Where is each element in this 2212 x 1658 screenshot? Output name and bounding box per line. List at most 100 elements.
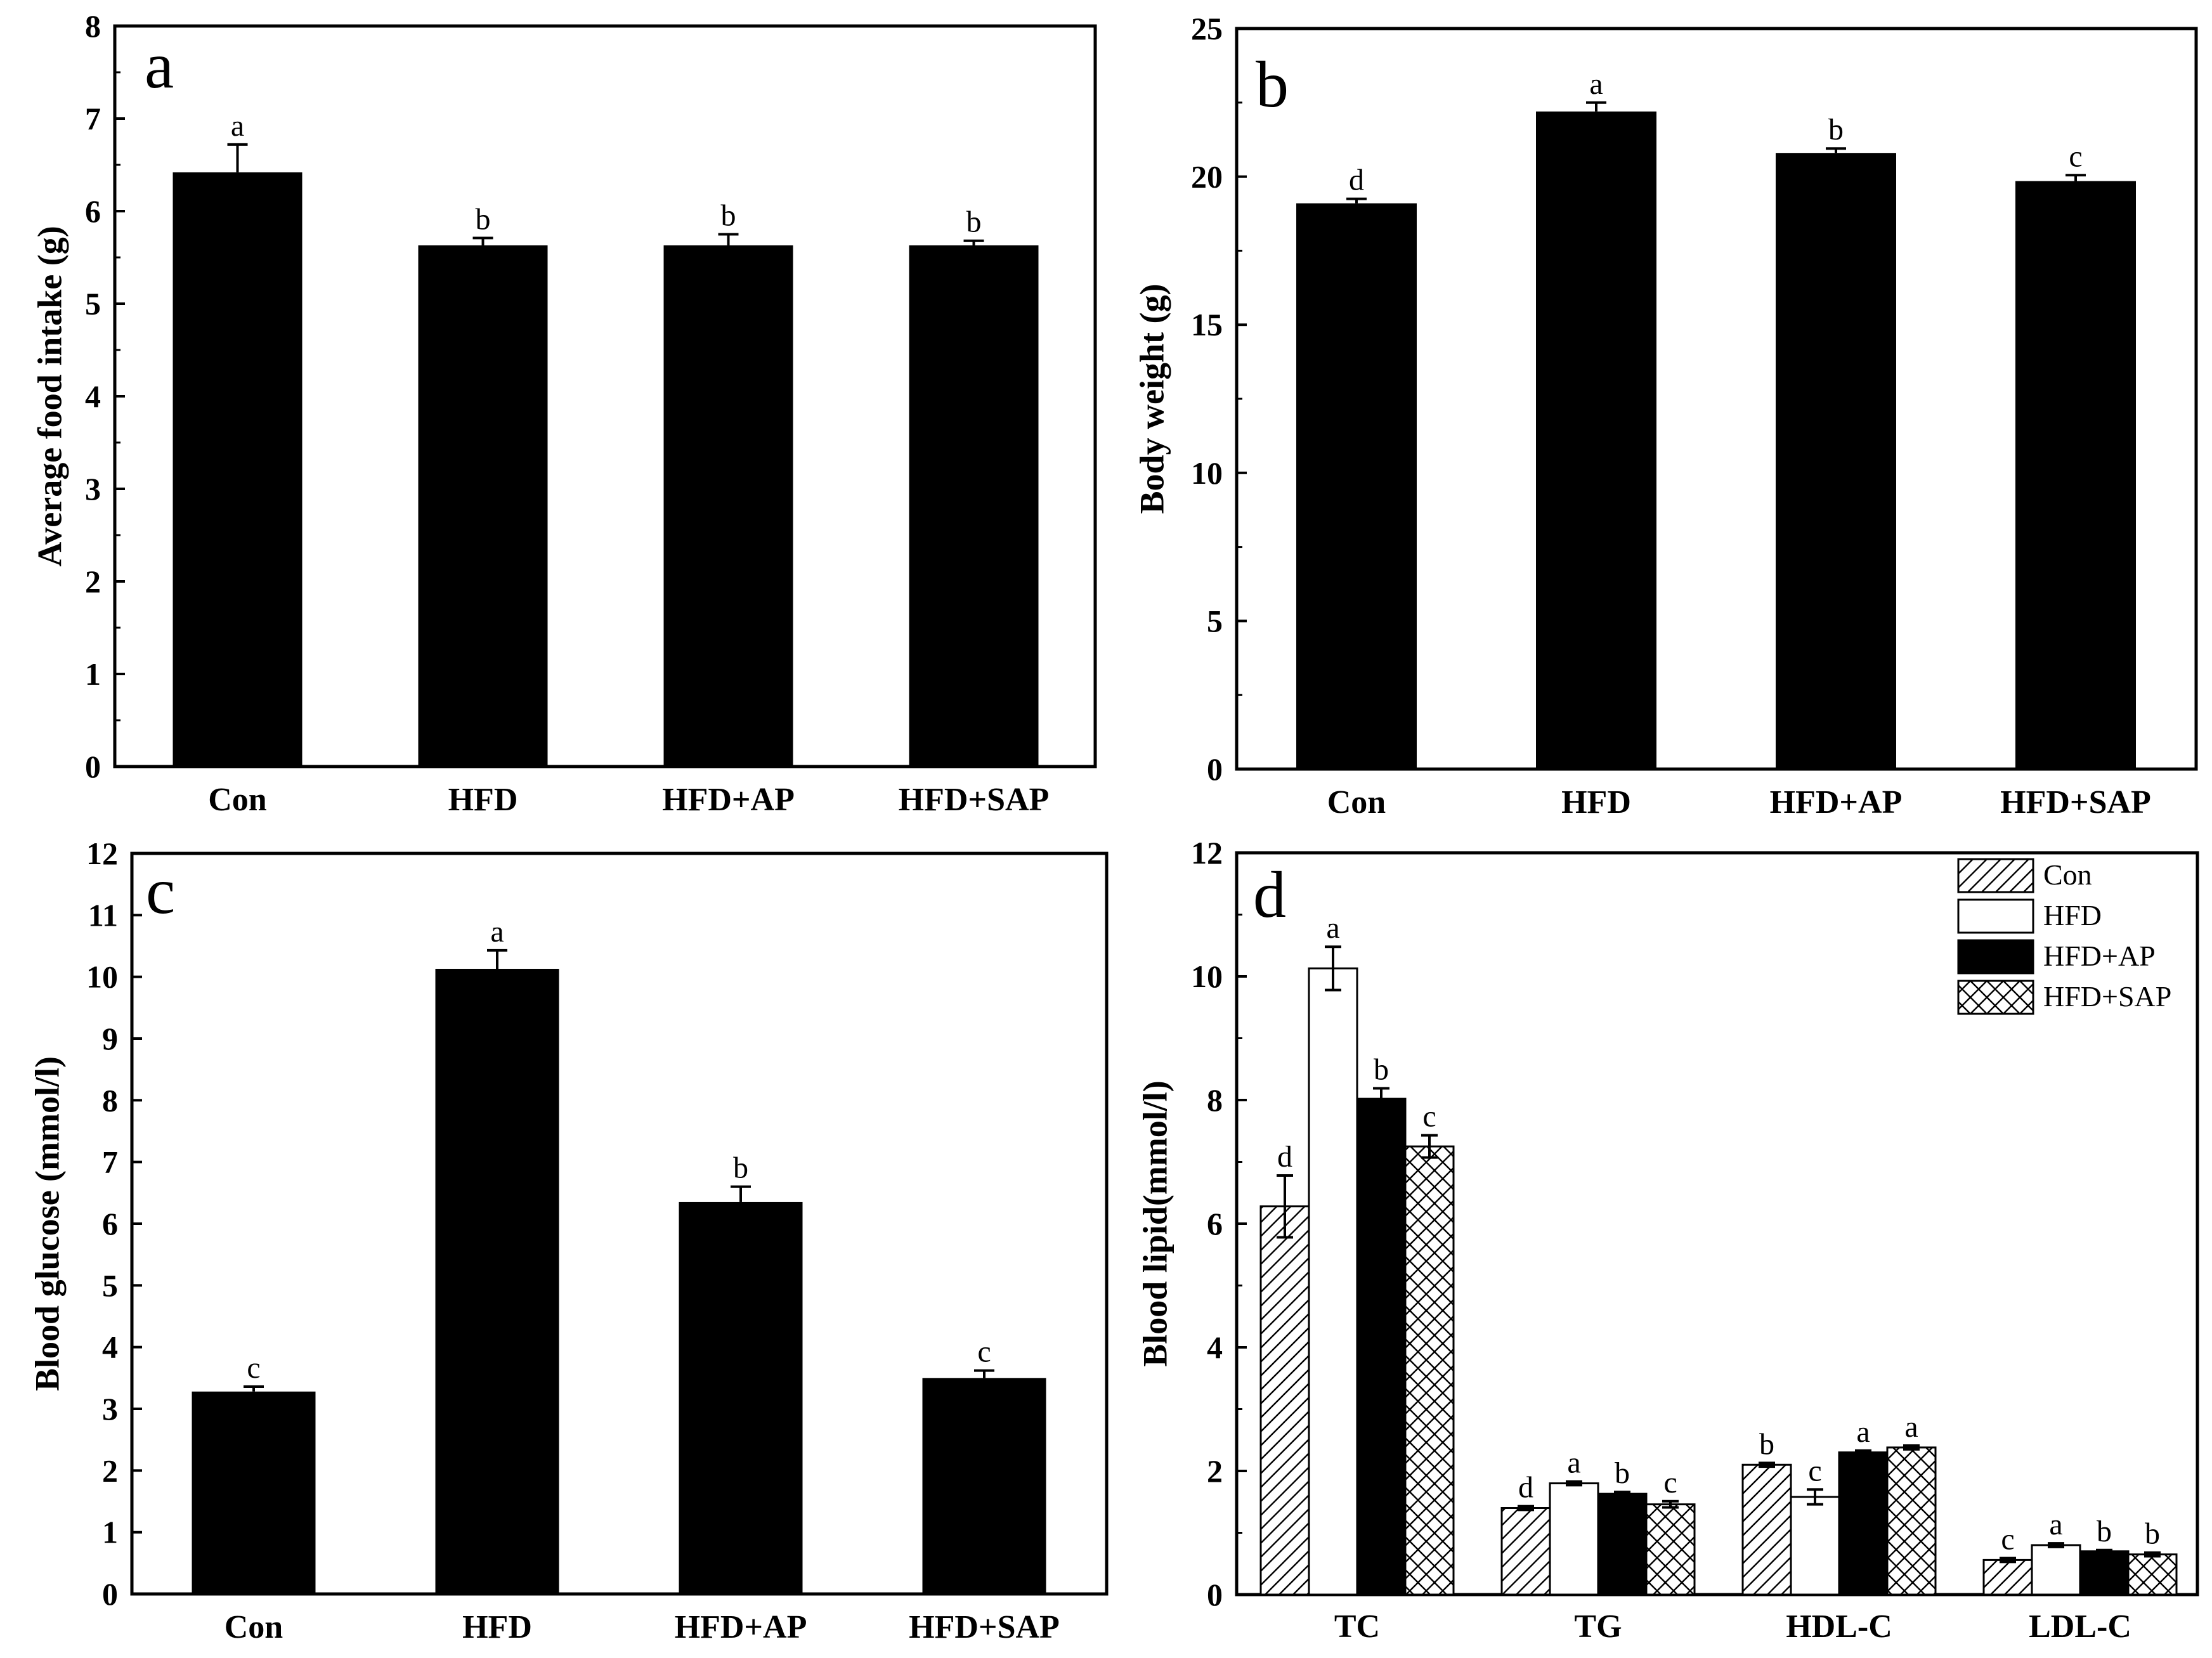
y-tick-label: 25 (1191, 11, 1223, 46)
significance-label: b (721, 199, 736, 233)
bar (1404, 1145, 1455, 1596)
y-tick-label: 12 (86, 836, 118, 871)
x-category-label: Con (1327, 784, 1386, 820)
y-tick-label: 6 (85, 193, 101, 229)
y-tick-label: 1 (85, 656, 101, 692)
panel-letter: a (145, 29, 174, 102)
y-tick-label: 0 (1207, 1577, 1223, 1612)
legend-label: HFD (2043, 899, 2102, 931)
y-axis-title: Body weight (g) (1133, 284, 1171, 514)
y-axis-title: Blood lipid(mmol/l) (1136, 1080, 1174, 1367)
significance-label: a (1326, 911, 1339, 945)
bar (1259, 1205, 1310, 1596)
significance-label: d (1518, 1471, 1533, 1505)
bar (192, 1391, 316, 1594)
legend-swatch (1957, 939, 2034, 975)
panel-letter: b (1256, 48, 1289, 121)
x-category-label: HFD (462, 1609, 532, 1645)
significance-label: a (1589, 67, 1603, 101)
significance-label: b (966, 205, 982, 239)
bar (1741, 1463, 1792, 1596)
x-category-label: HFD+SAP (909, 1609, 1060, 1645)
y-tick-label: 4 (1207, 1330, 1223, 1365)
bar (1296, 203, 1417, 769)
bar (1549, 1482, 1599, 1596)
x-category-label: Con (224, 1609, 283, 1645)
bar (2015, 181, 2136, 769)
significance-label: a (1856, 1415, 1870, 1449)
significance-label: b (476, 202, 491, 236)
significance-label: c (977, 1335, 991, 1369)
y-tick-label: 9 (102, 1021, 118, 1056)
bar (1597, 1493, 1648, 1596)
y-tick-label: 20 (1191, 159, 1223, 195)
significance-label: b (2145, 1517, 2160, 1551)
significance-label: b (1374, 1052, 1389, 1086)
bar (1645, 1503, 1696, 1596)
y-tick-label: 7 (102, 1144, 118, 1180)
bar (1982, 1558, 2033, 1596)
significance-label: c (247, 1351, 260, 1385)
y-axis-title: Average food intake (g) (30, 226, 68, 566)
x-category-label: HFD+SAP (2000, 784, 2151, 820)
bar (909, 245, 1039, 767)
x-category-label: HFD+SAP (899, 782, 1050, 818)
significance-label: b (1615, 1456, 1630, 1490)
x-category-label: HFD+AP (675, 1609, 807, 1645)
significance-label: a (1567, 1446, 1580, 1480)
y-tick-label: 6 (1207, 1206, 1223, 1241)
y-tick-label: 0 (102, 1576, 118, 1612)
legend-label: HFD+SAP (2043, 980, 2171, 1013)
y-tick-label: 8 (1207, 1082, 1223, 1118)
significance-label: b (1828, 113, 1844, 146)
significance-label: c (2069, 139, 2082, 173)
y-tick-label: 0 (85, 749, 101, 784)
significance-label: a (1904, 1410, 1918, 1444)
bar (172, 172, 303, 767)
bar (1356, 1098, 1407, 1596)
x-category-label: HFD (1561, 784, 1631, 820)
significance-label: c (2001, 1522, 2014, 1556)
y-tick-label: 4 (102, 1330, 118, 1365)
bar (1886, 1446, 1937, 1596)
significance-label: a (490, 915, 504, 949)
y-tick-label: 8 (85, 8, 101, 44)
y-tick-label: 15 (1191, 307, 1223, 342)
bar (435, 969, 559, 1594)
bar (1500, 1507, 1551, 1596)
legend-swatch (1957, 898, 2034, 934)
y-tick-label: 12 (1191, 835, 1223, 871)
y-tick-label: 3 (102, 1391, 118, 1427)
bar (1838, 1451, 1889, 1596)
bar (922, 1378, 1046, 1594)
panel-letter: d (1253, 858, 1286, 931)
y-tick-label: 11 (88, 897, 118, 933)
significance-label: a (231, 109, 244, 143)
bar (1776, 153, 1896, 769)
y-tick-label: 10 (1191, 455, 1223, 491)
bar (1536, 111, 1656, 769)
significance-label: c (1808, 1454, 1821, 1487)
significance-label: d (1349, 164, 1364, 197)
x-category-label: HFD+AP (1770, 784, 1903, 820)
chart-b-body-weight: 0 5 10 15 20 25 Body weight (g) b d Con a HFD b HFD+A… (1133, 11, 2198, 820)
significance-label: b (1759, 1427, 1774, 1461)
bar (2127, 1553, 2178, 1596)
legend-swatch (1957, 858, 2034, 893)
bar (2031, 1544, 2081, 1596)
significance-label: a (2049, 1508, 2062, 1541)
y-tick-label: 0 (1207, 751, 1223, 787)
significance-label: c (1422, 1100, 1436, 1134)
x-category-label: TG (1574, 1609, 1622, 1645)
y-tick-label: 1 (102, 1515, 118, 1550)
significance-label: c (1663, 1466, 1677, 1499)
significance-label: b (733, 1151, 748, 1185)
y-tick-label: 6 (102, 1206, 118, 1241)
y-tick-label: 10 (86, 959, 118, 995)
significance-label: b (2097, 1515, 2112, 1548)
bar (1308, 967, 1358, 1596)
bar (2079, 1550, 2130, 1596)
